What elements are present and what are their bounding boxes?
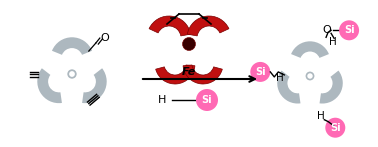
- Circle shape: [196, 89, 218, 111]
- Wedge shape: [37, 68, 62, 103]
- Text: Si: Si: [344, 25, 355, 35]
- Circle shape: [183, 37, 195, 51]
- Wedge shape: [291, 41, 329, 58]
- Wedge shape: [82, 68, 107, 103]
- Text: H: H: [276, 73, 284, 83]
- Circle shape: [339, 20, 359, 40]
- Wedge shape: [187, 16, 229, 36]
- Wedge shape: [183, 65, 222, 84]
- Wedge shape: [149, 16, 191, 36]
- Text: H: H: [329, 37, 337, 47]
- Text: Fe: Fe: [182, 67, 196, 77]
- Circle shape: [69, 71, 75, 77]
- Circle shape: [67, 69, 77, 79]
- Wedge shape: [156, 65, 195, 84]
- Circle shape: [307, 73, 313, 79]
- Circle shape: [250, 62, 270, 82]
- Circle shape: [325, 118, 345, 138]
- Text: H: H: [318, 111, 325, 121]
- Text: Si: Si: [255, 67, 266, 77]
- Wedge shape: [277, 71, 301, 103]
- Text: Si: Si: [330, 123, 341, 133]
- Text: O: O: [323, 25, 332, 35]
- Wedge shape: [319, 71, 343, 103]
- Text: Si: Si: [202, 95, 212, 105]
- Text: O: O: [100, 33, 109, 43]
- Text: H: H: [158, 95, 166, 105]
- Circle shape: [305, 72, 314, 80]
- Wedge shape: [52, 37, 92, 55]
